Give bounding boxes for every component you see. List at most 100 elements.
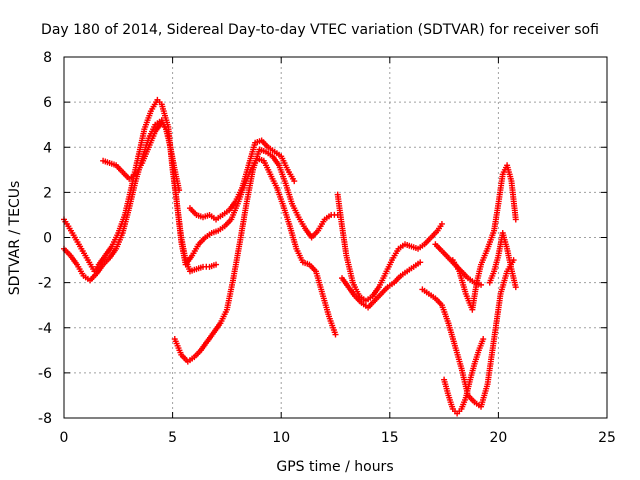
data-point-fill <box>326 315 338 336</box>
data-point-fill <box>101 256 111 266</box>
data-point-fill <box>469 281 480 311</box>
data-point-fill <box>377 272 388 288</box>
data-point-fill <box>316 218 327 232</box>
data-point-fill <box>224 277 236 311</box>
data-point-fill <box>66 225 77 239</box>
x-tick-label: 20 <box>489 430 507 446</box>
data-point-fill <box>276 164 288 185</box>
y-tick-label: -8 <box>38 411 52 427</box>
data-point-fill <box>108 160 117 168</box>
series-track-11 <box>449 162 519 313</box>
data-point-fill <box>217 224 226 233</box>
data-point-fill <box>491 202 501 232</box>
data-point-fill <box>237 202 250 243</box>
data-point-fill <box>68 254 79 266</box>
data-point-fill <box>366 299 376 309</box>
axis-ticks: 0 5 10 15 20 25 -8 -6 -4 -2 0 2 4 6 8 <box>38 50 616 446</box>
data-point-fill <box>290 202 301 218</box>
data-point <box>213 261 220 268</box>
data-point <box>291 178 298 185</box>
data-point-fill <box>114 164 124 174</box>
data-point-fill <box>230 241 243 279</box>
x-axis-label: GPS time / hours <box>276 459 393 475</box>
x-tick-label: 25 <box>598 430 616 446</box>
data-point-fill <box>339 225 349 257</box>
data-point-fill <box>229 202 240 221</box>
data-point-fill <box>205 331 216 343</box>
data-point-fill <box>218 309 229 324</box>
data-point-fill <box>160 121 168 130</box>
data-point-fill <box>360 301 369 309</box>
data-point-fill <box>146 123 158 139</box>
data-point-fill <box>189 266 198 274</box>
data-point-fill <box>273 150 282 158</box>
data-point-fill <box>149 99 160 112</box>
data-point-fill <box>102 158 111 166</box>
data-point-fill <box>128 172 137 181</box>
data-point-fill <box>310 229 320 239</box>
data-point-fill <box>256 156 265 163</box>
data-point-fill <box>142 110 154 130</box>
y-tick-label: 0 <box>43 231 52 247</box>
data-point-fill <box>406 265 415 273</box>
series-track-12 <box>486 229 519 291</box>
data-point-fill <box>351 281 362 297</box>
data-point-fill <box>202 212 211 220</box>
data-point-fill <box>383 259 394 275</box>
data-point-fill <box>270 155 281 167</box>
series-track-8 <box>419 257 517 410</box>
data-point-fill <box>267 145 276 154</box>
data-point-fill <box>134 162 144 176</box>
y-tick-label: 8 <box>43 50 52 66</box>
x-tick-label: 15 <box>381 430 399 446</box>
data-point-fill <box>195 264 204 272</box>
data-point-fill <box>404 242 413 249</box>
data-point-fill <box>92 263 101 273</box>
data-point-fill <box>487 270 497 284</box>
data-point-fill <box>340 276 351 289</box>
data-point-fill <box>294 248 305 264</box>
data-point-fill <box>459 396 468 410</box>
series-track-7 <box>339 259 424 311</box>
data-point-fill <box>353 294 363 305</box>
data-point-fill <box>126 180 139 209</box>
data-point-fill <box>135 128 147 160</box>
data-point-fill <box>62 247 72 257</box>
data-point-fill <box>73 236 84 250</box>
data-point-fill <box>386 281 395 289</box>
data-point-fill <box>179 353 190 363</box>
data-point-fill <box>346 285 357 298</box>
data-point <box>438 220 445 227</box>
data-points <box>61 96 519 417</box>
data-point-fill <box>373 292 383 302</box>
data-point-fill <box>79 248 90 261</box>
data-point-fill <box>439 304 451 324</box>
data-point-fill <box>109 232 121 248</box>
data-point-fill <box>254 138 263 145</box>
data-point-fill <box>473 400 482 409</box>
data-point-fill <box>94 263 105 275</box>
data-point-fill <box>476 338 486 352</box>
data-point-fill <box>423 236 433 246</box>
data-point-fill <box>268 173 279 189</box>
series-track-4 <box>171 146 341 365</box>
data-point-fill <box>467 276 476 285</box>
data-point-fill <box>114 232 125 250</box>
data-point-fill <box>370 285 381 298</box>
data-point-fill <box>243 169 256 205</box>
data-point-fill <box>436 223 444 232</box>
data-point <box>512 216 519 223</box>
series-track-5 <box>186 137 298 223</box>
data-point-fill <box>187 355 196 364</box>
x-tick-label: 0 <box>60 430 69 446</box>
data-point-fill <box>399 269 408 278</box>
data-point-fill <box>428 292 437 300</box>
data-point-fill <box>379 285 389 296</box>
data-point-fill <box>308 263 318 273</box>
data-point-fill <box>410 244 419 251</box>
data-point-fill <box>412 260 421 269</box>
y-axis-label: SDTVAR / TECUs <box>7 181 23 296</box>
data-point-fill <box>215 213 224 221</box>
data-point-fill <box>75 263 86 277</box>
y-tick-label: 6 <box>43 95 52 111</box>
